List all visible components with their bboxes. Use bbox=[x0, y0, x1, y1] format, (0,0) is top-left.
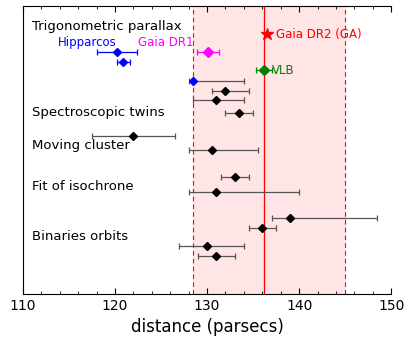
Bar bbox=[193, 5, 344, 294]
Text: Gaia DR2 (GA): Gaia DR2 (GA) bbox=[276, 28, 361, 41]
X-axis label: distance (parsecs): distance (parsecs) bbox=[130, 318, 283, 337]
Text: Hipparcos: Hipparcos bbox=[58, 36, 117, 49]
Text: Fit of isochrone: Fit of isochrone bbox=[32, 180, 133, 193]
Text: Binaries orbits: Binaries orbits bbox=[32, 230, 128, 243]
Text: Gaia DR1: Gaia DR1 bbox=[138, 36, 193, 49]
Text: Spectroscopic twins: Spectroscopic twins bbox=[32, 106, 164, 119]
Text: Trigonometric parallax: Trigonometric parallax bbox=[32, 19, 181, 32]
Text: VLB: VLB bbox=[271, 64, 293, 77]
Text: Moving cluster: Moving cluster bbox=[32, 139, 130, 152]
